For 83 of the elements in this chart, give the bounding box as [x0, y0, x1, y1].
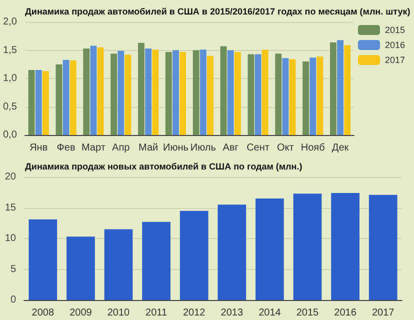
x-tick-label: 2012 [182, 308, 206, 318]
x-tick-label: Фев [56, 142, 76, 154]
y-tick-label: 1,0 [2, 73, 18, 84]
bar [192, 50, 200, 135]
bar [227, 50, 234, 135]
bar [142, 222, 170, 300]
y-tick-label: 1,5 [2, 44, 18, 56]
x-tick-label: Сент [246, 142, 270, 154]
x-tick-label: Апр [112, 142, 130, 154]
chart-title: Динамика продаж автомобилей в США в 2015/2016/2017 годах по месяцам (млн. штук) [25, 6, 410, 16]
bar [275, 54, 282, 135]
bar [220, 46, 227, 135]
bar [62, 60, 70, 135]
bar [28, 70, 35, 135]
bar [97, 47, 104, 135]
x-tick-label: Март [81, 142, 106, 154]
bar [124, 54, 132, 135]
bar [110, 54, 118, 135]
bar [331, 192, 360, 300]
x-tick-label: 2016 [334, 308, 357, 318]
x-tick-label: Май [138, 142, 158, 154]
y-tick-label: 0,5 [2, 101, 18, 112]
bar [56, 64, 62, 135]
bar [368, 194, 398, 300]
y-tick-label: 20 [4, 172, 16, 182]
bar [218, 204, 246, 300]
bar [83, 48, 90, 135]
bar [310, 58, 316, 135]
x-tick-label: 2014 [258, 308, 282, 318]
bar [330, 42, 336, 135]
bar [262, 50, 268, 135]
bar [70, 60, 76, 135]
bar [145, 48, 152, 135]
x-tick-label: Июнь [163, 142, 188, 154]
bar [207, 56, 214, 135]
x-tick-label: 2017 [372, 308, 395, 318]
y-tick-label: 2,0 [2, 16, 18, 28]
legend-label: 2015 [384, 25, 406, 35]
bar [337, 40, 344, 135]
bar [138, 42, 144, 135]
bar [66, 236, 95, 300]
bar [90, 46, 97, 135]
bar [35, 70, 42, 135]
bar [254, 54, 262, 135]
bar [248, 54, 254, 135]
bar [118, 50, 124, 135]
x-tick-label: Окт [277, 142, 294, 154]
bar [152, 50, 159, 135]
y-tick-label: 10 [4, 233, 16, 244]
chart-title: Динамика продаж новых автомобилей в США по годам (млн.) [25, 162, 302, 172]
bar [289, 59, 296, 135]
x-tick-label: Янв [30, 142, 48, 154]
bar [302, 62, 310, 135]
y-tick-label: 0,0 [2, 130, 18, 140]
x-tick-label: Авг [222, 142, 239, 154]
y-tick-label: 5 [10, 264, 16, 275]
bar [42, 71, 49, 135]
bar [344, 45, 351, 135]
bar [256, 198, 284, 300]
x-tick-label: 2008 [32, 308, 54, 318]
x-tick-label: Нояб [300, 142, 326, 154]
bar [180, 210, 208, 300]
y-tick-label: 15 [4, 202, 16, 214]
bar [165, 52, 172, 135]
x-tick-label: Дек [332, 142, 350, 154]
bar [180, 52, 186, 135]
bar [28, 219, 58, 300]
bar [234, 52, 241, 135]
x-tick-label: Июль [190, 142, 216, 154]
x-tick-label: 2010 [107, 308, 130, 318]
legend-label: 2016 [384, 40, 406, 50]
bar [200, 50, 206, 135]
x-tick-label: 2015 [296, 308, 320, 318]
bar [316, 56, 324, 135]
legend-label: 2017 [384, 55, 406, 65]
bar [282, 58, 289, 135]
bar [172, 50, 179, 135]
bar [104, 229, 133, 300]
bar [293, 194, 322, 300]
x-tick-label: 2009 [70, 308, 92, 318]
y-tick-label: 0 [10, 294, 16, 306]
x-tick-label: 2011 [146, 308, 168, 318]
x-tick-label: 2013 [220, 308, 244, 318]
